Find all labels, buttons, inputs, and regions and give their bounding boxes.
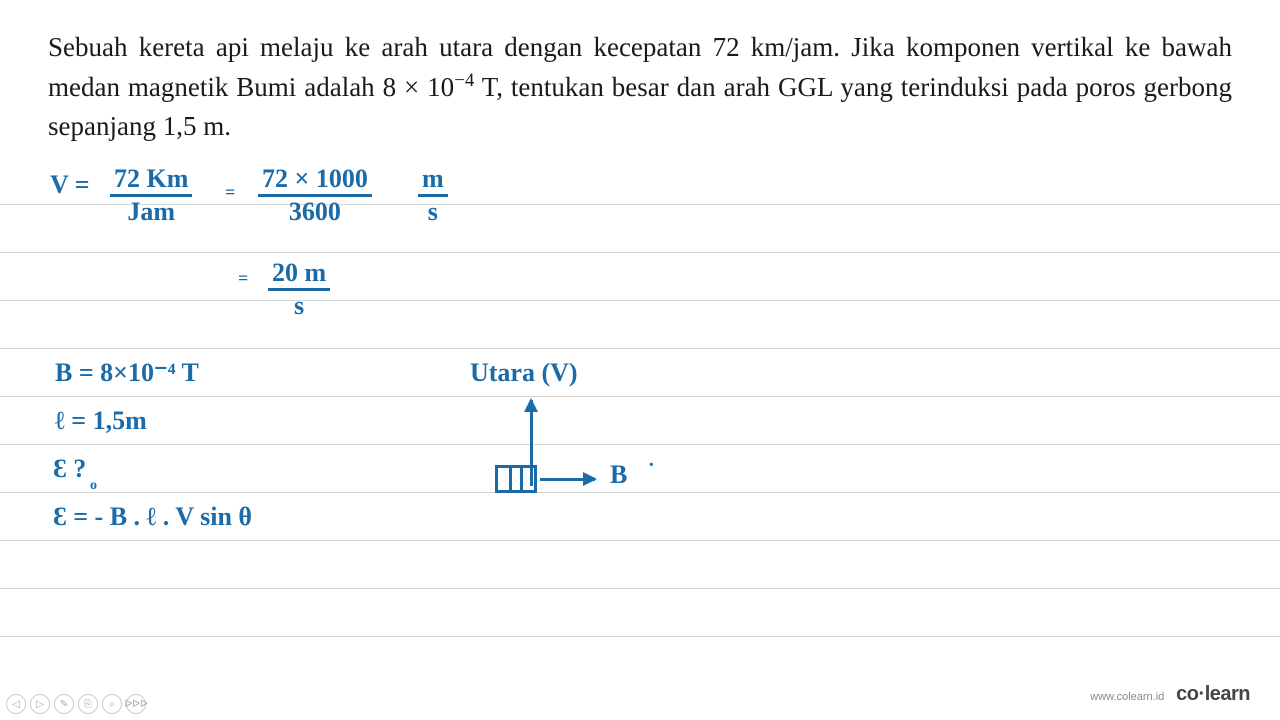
rule-line xyxy=(0,588,1280,589)
next-icon[interactable]: ▷ xyxy=(30,694,50,714)
prev-icon[interactable]: ◁ xyxy=(6,694,26,714)
rule-line xyxy=(0,444,1280,445)
footer-brand: www.colearn.id co·learn xyxy=(1090,683,1250,706)
speed-icon[interactable]: ᐅᐅᐅ xyxy=(126,694,146,714)
player-controls: ◁ ▷ ✎ ⎘ ⌕ ᐅᐅᐅ xyxy=(6,694,146,714)
copy-icon[interactable]: ⎘ xyxy=(78,694,98,714)
zoom-icon[interactable]: ⌕ xyxy=(102,694,122,714)
arrow-right-icon xyxy=(540,478,595,481)
hand-eq1: = xyxy=(225,182,235,203)
edit-icon[interactable]: ✎ xyxy=(54,694,74,714)
hand-dot: · xyxy=(648,454,655,477)
hand-utara-label: Utara (V) xyxy=(470,358,578,388)
rule-line xyxy=(0,636,1280,637)
box-icon-2 xyxy=(509,465,537,493)
hand-e-question-sub: o xyxy=(90,478,97,494)
hand-e-question: Ɛ ? xyxy=(53,454,86,484)
hand-l-line: ℓ = 1,5m xyxy=(55,406,147,436)
hand-frac3: m s xyxy=(418,166,448,225)
hand-e-equation: Ɛ = - B . ℓ . V sin θ xyxy=(53,502,252,532)
rule-line xyxy=(0,300,1280,301)
question-text: Sebuah kereta api melaju ke arah utara d… xyxy=(0,0,1280,146)
rule-line xyxy=(0,540,1280,541)
notebook-area: V = 72 Km Jam = 72 × 1000 3600 m s = 20 … xyxy=(0,160,1280,660)
hand-eq2: = xyxy=(238,268,248,289)
rule-line xyxy=(0,252,1280,253)
rule-line xyxy=(0,492,1280,493)
hand-b-line: B = 8×10⁻⁴ T xyxy=(55,358,199,388)
hand-v-equals: V = xyxy=(50,170,90,200)
rule-line xyxy=(0,396,1280,397)
hand-frac4: 20 m s xyxy=(268,260,330,319)
rule-line xyxy=(0,348,1280,349)
hand-frac1: 72 Km Jam xyxy=(110,166,192,225)
hand-b-label: B xyxy=(610,460,627,490)
hand-frac2: 72 × 1000 3600 xyxy=(258,166,372,225)
